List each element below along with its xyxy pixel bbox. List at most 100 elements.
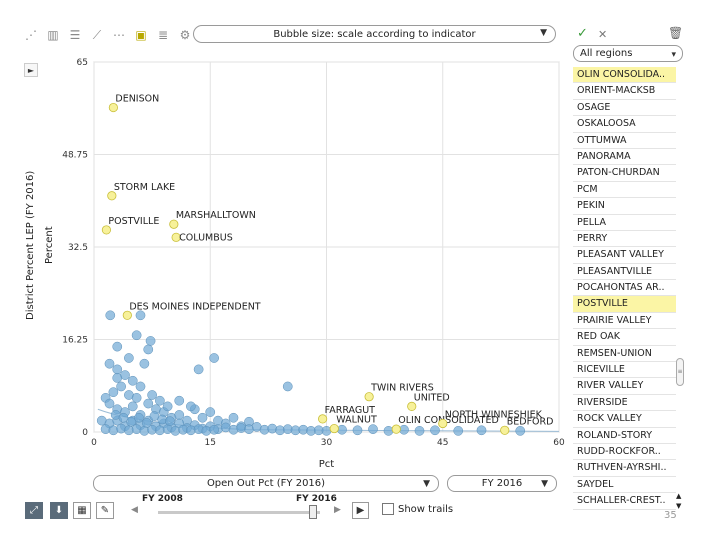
line-chart-icon[interactable]: ⟋ [92, 27, 102, 42]
data-point[interactable] [108, 387, 119, 398]
table-view-button[interactable]: ▦ [73, 502, 91, 519]
labeled-data-point[interactable] [171, 232, 181, 242]
labeled-data-point[interactable] [391, 424, 401, 434]
data-point[interactable] [105, 310, 116, 321]
check-icon[interactable]: ✓ [577, 26, 588, 41]
collapse-panel-button[interactable]: ► [24, 63, 38, 77]
list-icon[interactable]: ≣ [157, 28, 169, 42]
data-point[interactable] [337, 424, 347, 435]
region-list-item[interactable]: RUDD-ROCKFOR.. [573, 444, 676, 461]
close-icon[interactable]: ✕ [598, 28, 608, 41]
region-list-item[interactable]: OSAGE [573, 100, 676, 117]
labeled-data-point[interactable] [318, 414, 328, 424]
dot-plot-icon[interactable]: ⋯ [113, 28, 125, 42]
data-point[interactable] [368, 424, 378, 435]
region-list-item[interactable]: OLIN CONSOLIDA.. [573, 67, 676, 84]
horizontal-bar-icon[interactable]: ☰ [69, 28, 81, 42]
data-point[interactable] [453, 426, 464, 436]
region-list-item[interactable]: PELLA [573, 215, 676, 231]
labeled-data-point[interactable] [329, 423, 339, 434]
data-point[interactable] [104, 398, 115, 409]
data-point[interactable] [162, 401, 173, 412]
region-list-item[interactable]: POCAHONTAS AR.. [573, 280, 676, 297]
data-point[interactable] [197, 412, 208, 423]
scatter-icon[interactable]: ⋰ [25, 28, 37, 42]
data-point[interactable] [174, 410, 185, 420]
region-list-item[interactable]: POSTVILLE [573, 296, 676, 313]
data-point[interactable] [143, 398, 154, 409]
data-point[interactable] [141, 418, 152, 428]
region-list-item[interactable]: OTTUMWA [573, 133, 676, 149]
trash-icon[interactable]: 🗑 [668, 26, 684, 40]
step-forward-icon[interactable]: ▶ [334, 505, 341, 515]
notes-button[interactable]: ✎ [96, 502, 114, 519]
region-list-item[interactable]: RIVERSIDE [573, 395, 676, 412]
region-list-item[interactable]: REMSEN-UNION [573, 346, 676, 363]
timeline-slider[interactable] [158, 511, 320, 514]
region-list-item[interactable]: PERRY [573, 231, 676, 248]
bubble-size-select[interactable]: Bubble size: scale according to indicato… [193, 25, 556, 43]
data-point[interactable] [383, 426, 394, 436]
region-list-item[interactable]: PCM [573, 182, 676, 199]
data-point[interactable] [104, 358, 115, 369]
region-list-item[interactable]: PEKIN [573, 198, 676, 215]
play-button[interactable]: ▶ [352, 502, 369, 519]
data-point[interactable] [126, 416, 137, 427]
data-point[interactable] [147, 390, 157, 400]
data-point[interactable] [282, 381, 293, 392]
region-list-item[interactable]: PLEASANT VALLEY [573, 247, 676, 264]
data-point[interactable] [124, 353, 134, 363]
region-list-item[interactable]: RICEVILLE [573, 362, 676, 379]
region-list-item[interactable]: RED OAK [573, 329, 676, 346]
region-list-item[interactable]: SCHALLER-CREST.. [573, 493, 676, 510]
data-point[interactable] [186, 401, 196, 412]
labeled-data-point[interactable] [107, 191, 117, 201]
data-point[interactable] [135, 310, 146, 321]
data-point[interactable] [112, 364, 123, 375]
data-point[interactable] [135, 381, 146, 392]
x-axis-indicator-select[interactable]: Open Out Pct (FY 2016) ▼ [93, 475, 439, 492]
data-point[interactable] [476, 425, 487, 436]
step-back-icon[interactable]: ◀ [131, 505, 138, 515]
data-point[interactable] [165, 416, 175, 427]
labeled-data-point[interactable] [438, 418, 448, 429]
region-list-item[interactable]: PLEASANTVILLE [573, 264, 676, 281]
region-list-item[interactable]: SAYDEL [573, 477, 676, 494]
scroll-up-icon[interactable]: ▲ [676, 492, 682, 500]
region-list-item[interactable]: ROLAND-STORY [573, 428, 676, 444]
data-point[interactable] [209, 424, 219, 435]
region-list-item[interactable]: PRAIRIE VALLEY [573, 313, 676, 330]
labeled-data-point[interactable] [122, 310, 132, 320]
data-point[interactable] [228, 412, 239, 423]
region-list-item[interactable]: PANORAMA [573, 149, 676, 166]
region-list-item[interactable]: RIVER VALLEY [573, 378, 676, 395]
data-point[interactable] [193, 364, 204, 375]
labeled-data-point[interactable] [407, 401, 417, 411]
data-point[interactable] [414, 426, 425, 436]
fullscreen-button[interactable]: ⤢ [25, 502, 43, 519]
data-point[interactable] [174, 395, 185, 406]
data-point[interactable] [155, 395, 165, 406]
data-point[interactable] [131, 392, 142, 403]
labeled-data-point[interactable] [108, 102, 118, 113]
data-point[interactable] [430, 425, 440, 436]
labeled-data-point[interactable] [364, 392, 374, 402]
data-point[interactable] [112, 341, 123, 352]
data-point[interactable] [112, 373, 123, 383]
scrollbar-thumb[interactable]: ≡ [676, 358, 684, 386]
data-point[interactable] [143, 344, 154, 355]
show-trails-checkbox[interactable] [382, 503, 394, 515]
year-select[interactable]: FY 2016 ▼ [447, 475, 557, 492]
data-point[interactable] [118, 412, 129, 423]
region-list-item[interactable]: ROCK VALLEY [573, 411, 676, 428]
download-button[interactable]: ⬇ [50, 502, 68, 519]
data-point[interactable] [352, 425, 363, 436]
data-point[interactable] [145, 336, 156, 346]
scroll-down-icon[interactable]: ▼ [676, 502, 682, 510]
data-point[interactable] [321, 426, 332, 436]
data-point[interactable] [139, 358, 150, 369]
data-point[interactable] [127, 375, 138, 386]
data-point[interactable] [209, 353, 219, 363]
data-point[interactable] [127, 401, 138, 412]
region-list-item[interactable]: RUTHVEN-AYRSHI.. [573, 460, 676, 477]
